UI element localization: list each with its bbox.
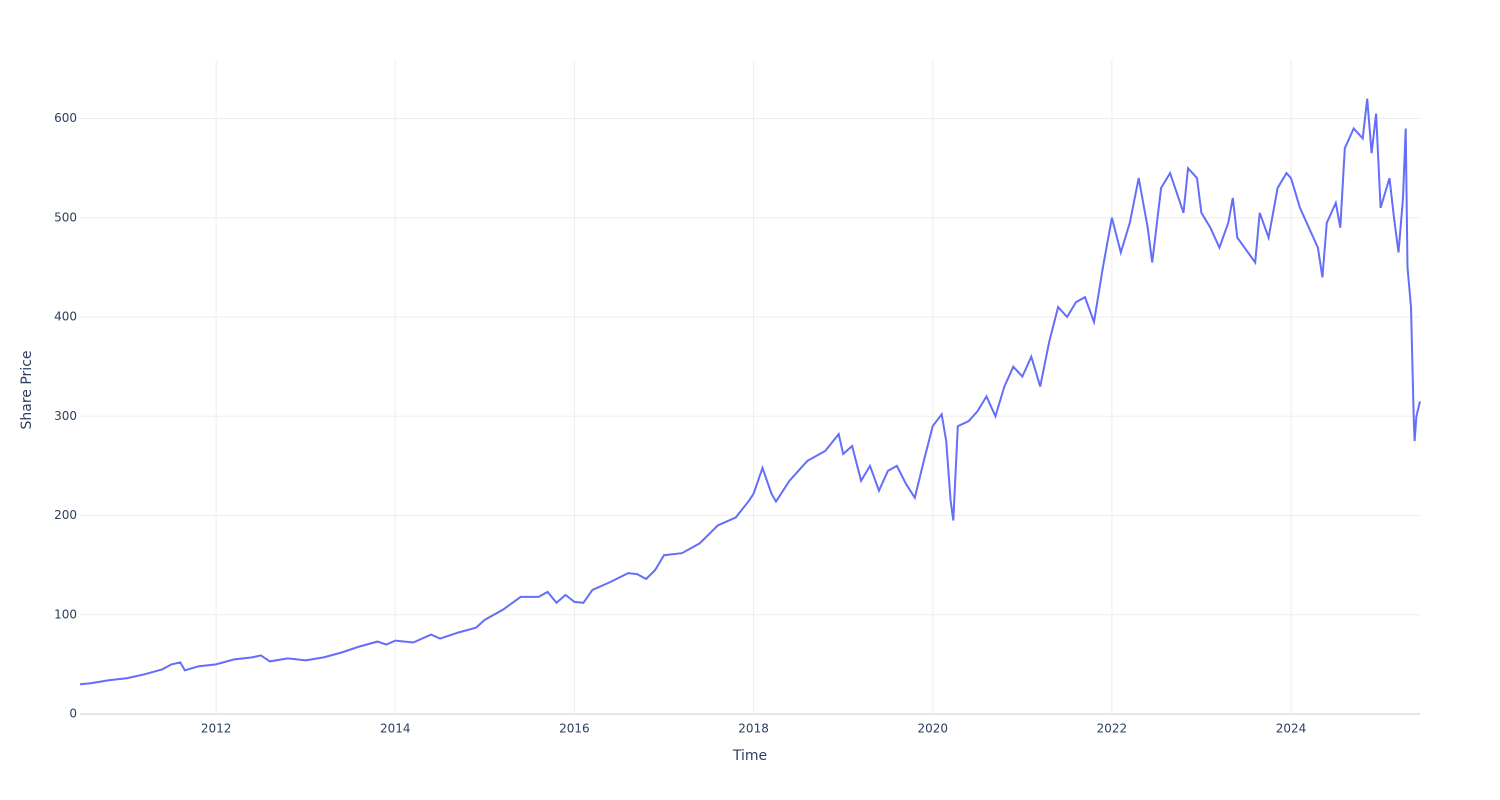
x-tick-label: 2022 [1097,722,1128,736]
x-tick-label: 2020 [917,722,948,736]
y-axis-title: Share Price [19,350,35,429]
price-line [79,98,1421,686]
y-tick-label: 500 [54,210,77,224]
x-tick-label: 2018 [738,722,769,736]
x-tick-label: 2024 [1276,722,1307,736]
y-tick-label: 600 [54,111,77,125]
y-tick-label: 200 [54,508,77,522]
y-tick-label: 300 [54,409,77,423]
y-tick-label: 400 [54,310,77,324]
x-axis-title: Time [732,748,767,764]
y-tick-label: 100 [54,607,77,621]
x-tick-label: 2012 [201,722,232,736]
x-tick-label: 2016 [559,722,590,736]
x-tick-label: 2014 [380,722,411,736]
y-tick-label: 0 [69,707,77,721]
